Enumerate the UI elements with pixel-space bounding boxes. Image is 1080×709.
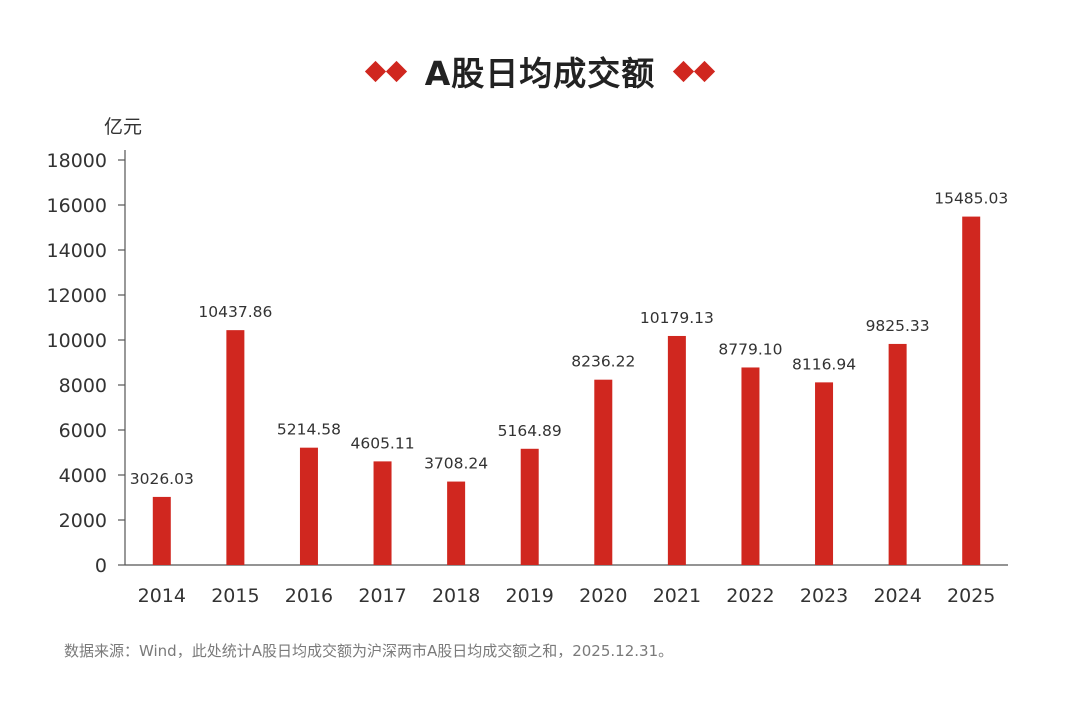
y-tick-label: 10000 <box>47 330 107 352</box>
x-tick-label-2024: 2024 <box>873 585 921 607</box>
bar-value-label-2019: 5164.89 <box>498 422 562 440</box>
bar-2019 <box>520 448 539 565</box>
y-tick-label: 2000 <box>59 510 107 532</box>
bar-value-label-2024: 9825.33 <box>866 317 930 335</box>
bar-2015 <box>226 330 245 565</box>
x-tick-label-2017: 2017 <box>358 585 406 607</box>
bar-value-label-2025: 15485.03 <box>934 190 1008 208</box>
bar-value-label-2014: 3026.03 <box>130 470 194 488</box>
x-tick-label-2025: 2025 <box>947 585 995 607</box>
x-tick-label-2021: 2021 <box>653 585 701 607</box>
bar-2024 <box>888 343 907 565</box>
x-tick-label-2023: 2023 <box>800 585 848 607</box>
bar-2017 <box>373 461 392 565</box>
x-tick-label-2019: 2019 <box>506 585 554 607</box>
chart-title-row: A股日均成交额 <box>0 44 1080 98</box>
y-tick-label: 8000 <box>59 375 107 397</box>
y-tick-label: 4000 <box>59 465 107 487</box>
y-axis-unit-label: 亿元 <box>104 116 142 138</box>
bar-value-label-2021: 10179.13 <box>640 309 714 327</box>
bar-2022 <box>741 367 760 565</box>
bar-value-label-2016: 5214.58 <box>277 421 341 439</box>
bar-2023 <box>815 382 834 565</box>
bar-value-label-2018: 3708.24 <box>424 455 488 473</box>
bar-2021 <box>667 335 686 565</box>
source-footnote: 数据来源：Wind，此处统计A股日均成交额为沪深两市A股日均成交额之和，2025… <box>64 642 674 660</box>
bar-2018 <box>447 481 466 565</box>
y-tick-label: 6000 <box>59 420 107 442</box>
y-tick-label: 16000 <box>47 195 107 217</box>
bar-value-label-2023: 8116.94 <box>792 355 856 373</box>
bar-2020 <box>594 379 613 565</box>
y-tick-label: 12000 <box>47 285 107 307</box>
y-tick-label: 18000 <box>47 150 107 172</box>
x-tick-label-2015: 2015 <box>211 585 259 607</box>
x-tick-label-2014: 2014 <box>138 585 186 607</box>
bar-2025 <box>962 216 981 565</box>
chart-title: A股日均成交额 <box>424 54 656 93</box>
bar-value-label-2017: 4605.11 <box>350 434 414 452</box>
x-tick-label-2020: 2020 <box>579 585 627 607</box>
y-tick-label: 14000 <box>47 240 107 262</box>
bar-2014 <box>152 496 171 565</box>
x-tick-label-2022: 2022 <box>726 585 774 607</box>
bar-value-label-2015: 10437.86 <box>198 303 272 321</box>
bar-value-label-2022: 8779.10 <box>718 340 782 358</box>
x-tick-label-2016: 2016 <box>285 585 333 607</box>
bar-value-label-2020: 8236.22 <box>571 353 635 371</box>
y-tick-label: 0 <box>95 555 107 577</box>
bar-chart: 亿元 0 2000 4000 6000 8000 10000 12000 14000 16000 1… <box>47 116 1009 607</box>
bar-2016 <box>299 447 318 565</box>
x-tick-label-2018: 2018 <box>432 585 480 607</box>
